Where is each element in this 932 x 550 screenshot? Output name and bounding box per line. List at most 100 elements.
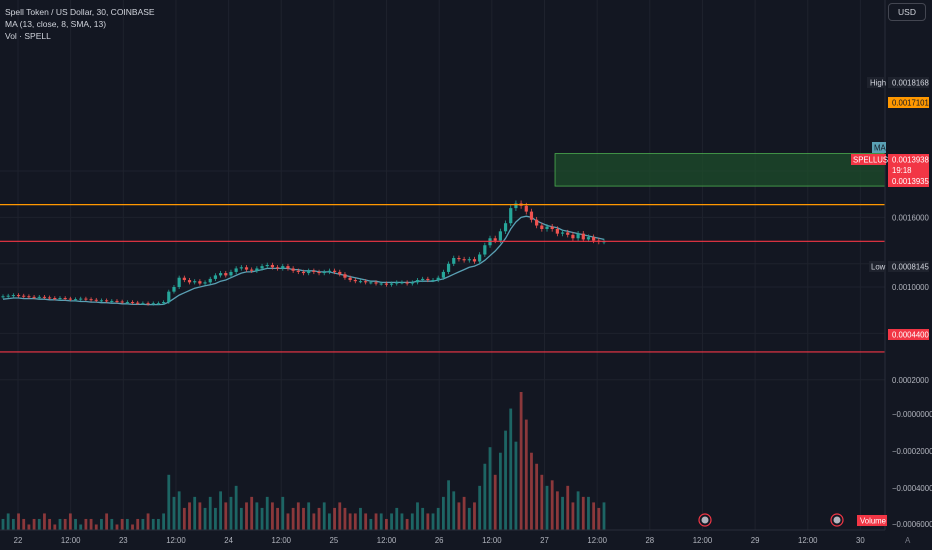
candle-body <box>524 205 528 212</box>
candle-body <box>84 298 88 300</box>
volume-bar <box>374 513 378 530</box>
currency-button[interactable]: USD <box>888 3 926 21</box>
volume-bar <box>281 496 285 530</box>
volume-bar <box>488 447 492 530</box>
time-tick-label: 30 <box>856 536 865 545</box>
time-tick-label: 28 <box>645 536 654 545</box>
candle-body <box>260 266 264 269</box>
time-tick-label: 12:00 <box>587 536 607 545</box>
high-value: 0.0018168 <box>892 79 929 88</box>
candle-body <box>555 229 559 234</box>
volume-bar <box>493 474 497 530</box>
candle-body <box>172 287 176 292</box>
candle-body <box>11 295 15 297</box>
volume-bar <box>390 513 393 530</box>
volume-bar <box>447 480 450 530</box>
candle-body <box>498 231 502 241</box>
candle-body <box>63 298 67 300</box>
candle-body <box>213 275 218 279</box>
candle-body <box>125 302 129 304</box>
auto-scale-icon[interactable]: A <box>905 536 911 545</box>
volume-bar <box>125 518 129 530</box>
volume-bar <box>416 502 419 530</box>
volume-bar <box>478 485 482 530</box>
volume-bar <box>364 513 368 530</box>
candle-body <box>296 270 300 272</box>
candle-body <box>219 273 223 276</box>
volume-bar <box>322 502 326 530</box>
candle-body <box>358 281 363 283</box>
volume-bar <box>136 518 140 530</box>
ma-tag: MA <box>872 142 886 153</box>
time-tick-label: 27 <box>540 536 549 545</box>
target-zone-box[interactable] <box>554 153 886 187</box>
volume-bar <box>602 502 606 530</box>
event-flag-icon[interactable] <box>830 513 844 527</box>
volume-bar <box>535 463 539 530</box>
volume-bar <box>27 524 31 530</box>
candle-body <box>99 300 104 302</box>
volume-bar <box>214 507 217 530</box>
candle-body <box>550 226 554 229</box>
time-tick-label: 23 <box>119 536 128 545</box>
candle-body <box>576 233 580 239</box>
red-low-line-tag: 0.0004400 <box>888 329 930 340</box>
time-tick-label: 26 <box>435 536 444 545</box>
candle-body <box>224 273 228 276</box>
volume-bar <box>405 518 409 530</box>
candle-body <box>270 264 275 268</box>
candle-body <box>307 270 311 274</box>
ma-indicator-label[interactable]: MA (13, close, 8, SMA, 13) <box>5 19 107 29</box>
volume-bar <box>483 463 487 530</box>
volume-tag: Volume <box>857 515 887 526</box>
volume-bar <box>17 513 20 530</box>
low-tag: Low 0.0008145 <box>869 261 930 272</box>
candle-body <box>560 232 565 234</box>
candle-body <box>462 259 466 261</box>
volume-bar <box>157 518 160 530</box>
volume-tick-label: −0.0004000 <box>892 484 932 493</box>
volume-bar <box>151 518 155 530</box>
volume-bar <box>348 513 352 530</box>
volume-bar <box>369 518 373 530</box>
price-axis[interactable]: 0.00200000.00160000.00120000.00100000.00… <box>892 167 930 385</box>
volume-bar <box>498 452 502 530</box>
orange-line-value: 0.0017101 <box>892 99 929 108</box>
candle-body <box>58 298 62 300</box>
candle-body <box>379 283 383 285</box>
volume-bar <box>276 507 279 530</box>
price-tick-label: 0.0010000 <box>892 283 930 292</box>
candle-body <box>265 264 269 267</box>
candle-body <box>79 298 83 300</box>
volume-bar <box>436 507 440 530</box>
volume-bar <box>410 513 414 530</box>
volume-bar <box>359 507 362 530</box>
volume-bar <box>561 496 564 530</box>
candle-body <box>332 270 337 272</box>
candle-body <box>338 271 342 275</box>
volume-bar <box>473 502 476 530</box>
candle-body <box>42 296 47 298</box>
low-value: 0.0008145 <box>892 263 930 272</box>
ma-tag-label: MA <box>874 144 886 153</box>
volume-bar <box>571 502 575 530</box>
volume-tick-label: −0.0000000 <box>892 410 932 419</box>
symbol-label: SPELLUSD <box>853 156 894 165</box>
time-axis[interactable]: 22 12:00 23 12:00 24 12:00 25 12:00 26 12:00 27 12:… <box>14 536 866 545</box>
volume-tick-label: −0.0006000 <box>892 520 932 529</box>
svg-text:A: A <box>905 536 911 545</box>
volume-bar <box>43 513 46 530</box>
candle-body <box>162 302 166 304</box>
volume-bar <box>550 480 554 530</box>
time-tick-label: 12:00 <box>61 536 81 545</box>
event-flag-icon[interactable] <box>698 513 712 527</box>
volume-bar <box>245 502 248 530</box>
volume-bar <box>198 502 202 530</box>
candle-body <box>27 296 31 298</box>
volume-axis: −0.0000000 −0.0002000 −0.0004000 −0.0006000 <box>892 410 932 529</box>
symbol-title[interactable]: Spell Token / US Dollar, 30, COINBASE <box>5 7 155 17</box>
volume-indicator-label[interactable]: Vol · SPELL <box>5 31 51 41</box>
volume-bar <box>317 507 321 530</box>
volume-bar <box>302 507 305 530</box>
